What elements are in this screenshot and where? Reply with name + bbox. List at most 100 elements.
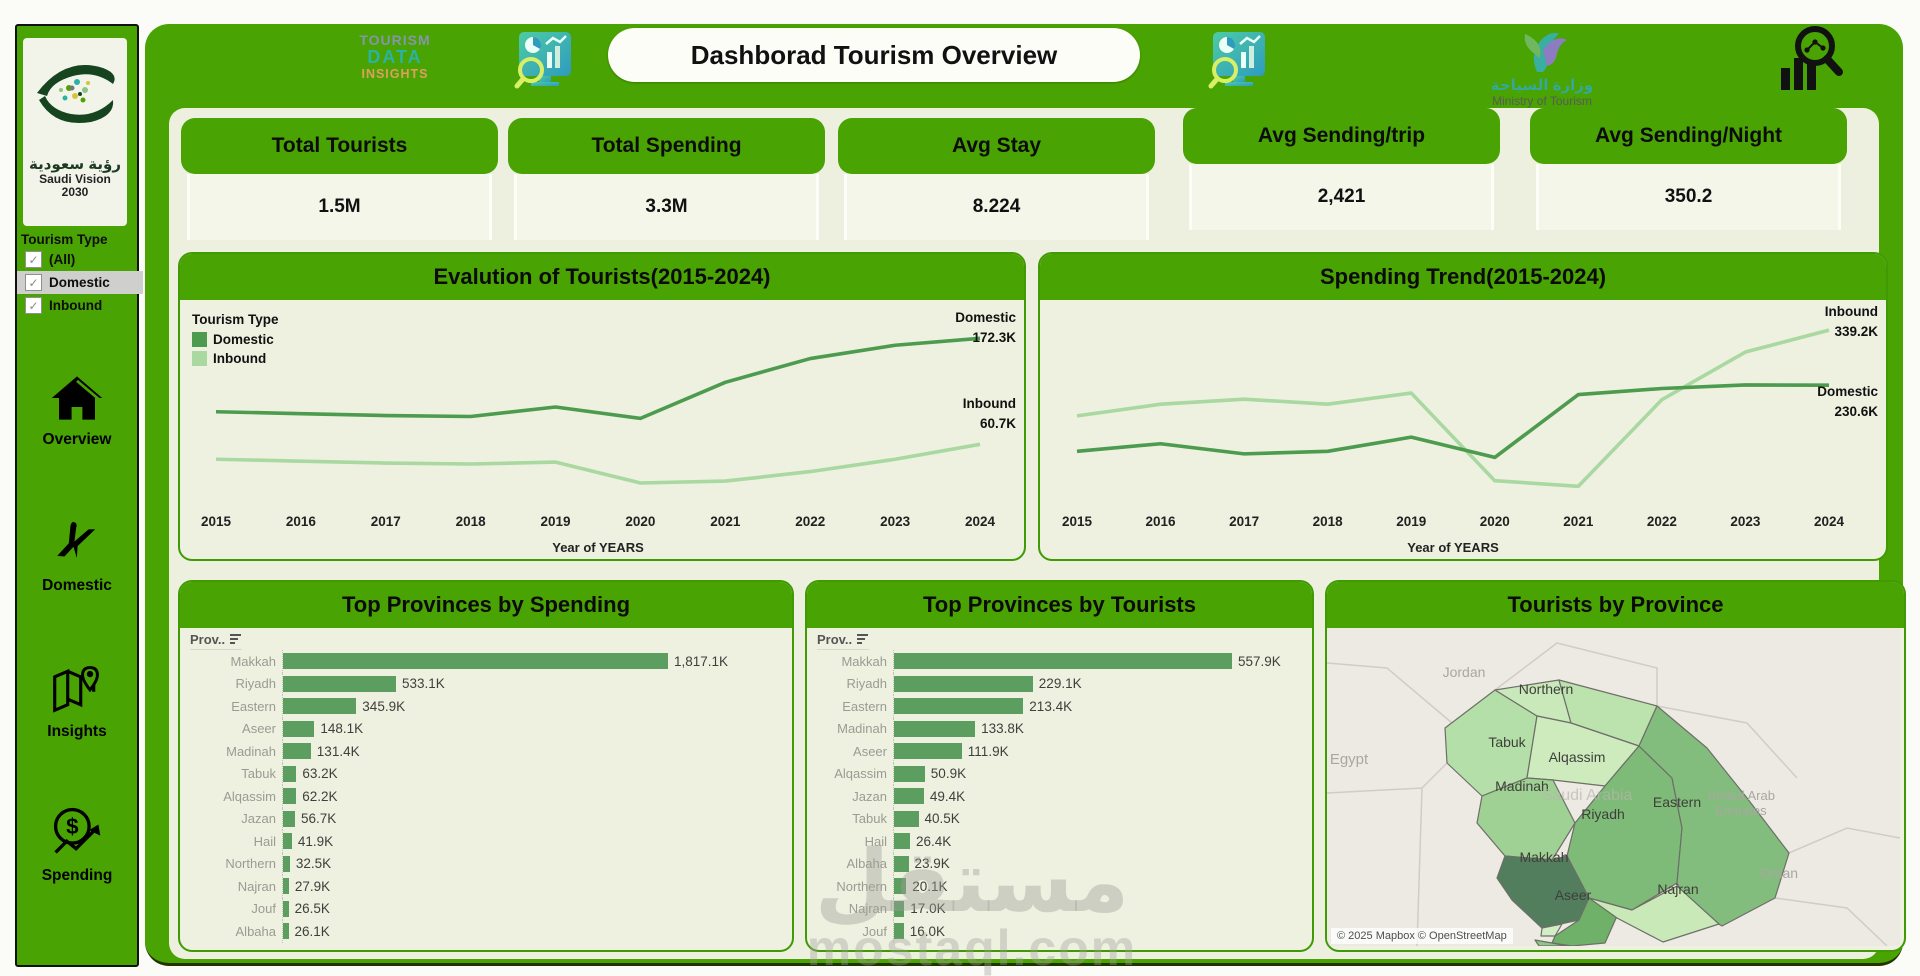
analytics-search-icon (1781, 26, 1843, 90)
kpi-title: Avg Stay (951, 134, 1042, 157)
legend-label[interactable]: Domestic (213, 332, 274, 347)
bar-row-eastern: Eastern 213.4K (807, 695, 1312, 718)
bar[interactable] (283, 765, 297, 782)
vision-arabic-text: رؤية سعودية (29, 156, 121, 173)
svg-text:$: $ (66, 814, 79, 839)
bar-value-label: 533.1K (402, 676, 445, 692)
sidebar-item-insights[interactable]: Insights (17, 662, 137, 741)
bar[interactable] (283, 878, 289, 895)
province-jazan[interactable] (1534, 939, 1568, 946)
bar-category-label: Riyadh (846, 676, 887, 692)
bar[interactable] (283, 833, 292, 850)
bar[interactable] (894, 675, 1033, 692)
bar-value-label: 23.9K (914, 856, 950, 872)
checkbox-icon[interactable]: ✓ (25, 274, 42, 291)
bar[interactable] (283, 788, 297, 805)
bar[interactable] (894, 743, 962, 760)
bar-value-label: 26.5K (294, 901, 330, 917)
tourism-data-insights-logo: TOURISM DATA INSIGHTS (359, 32, 431, 81)
bar[interactable] (283, 675, 396, 692)
bar[interactable] (894, 878, 907, 895)
bar[interactable] (283, 743, 311, 760)
tourism-type-filter-title: Tourism Type (21, 232, 108, 247)
sidebar-item-spending[interactable]: $ Spending (17, 804, 137, 885)
year-tick: 2016 (286, 514, 317, 529)
bar-category-label: Tabuk (852, 811, 887, 827)
kpi-value: 1.5M (318, 196, 361, 217)
province-column-header[interactable]: Prov.. (190, 632, 243, 650)
bar[interactable] (894, 698, 1024, 715)
bar[interactable] (894, 653, 1232, 670)
bar-category-label: Jazan (241, 811, 276, 827)
context-label-saudi-arabia: Saudi Arabia (1542, 787, 1633, 804)
bar-row-eastern: Eastern 345.9K (180, 695, 792, 718)
year-tick: 2018 (456, 514, 487, 529)
series-end-label: Domestic (955, 310, 1016, 325)
year-tick: 2023 (880, 514, 911, 529)
sort-descending-icon[interactable] (857, 634, 869, 645)
filter-checkbox-all[interactable]: ✓ (All) (17, 248, 137, 271)
axis-line (282, 785, 283, 808)
dollar-trend-icon: $ (17, 804, 137, 863)
bar-value-label: 17.0K (910, 901, 946, 917)
bar[interactable] (283, 900, 289, 917)
bar[interactable] (283, 653, 668, 670)
bar[interactable] (283, 923, 289, 940)
bar[interactable] (283, 855, 290, 872)
bar-category-label: Alqassim (834, 766, 887, 782)
filter-checkbox-inbound[interactable]: ✓ Inbound (17, 294, 137, 317)
bar[interactable] (894, 900, 905, 917)
sort-descending-icon[interactable] (230, 634, 242, 645)
axis-line (282, 695, 283, 718)
map-attribution: © 2025 Mapbox © OpenStreetMap (1331, 928, 1513, 944)
axis-line (282, 830, 283, 853)
axis-line (282, 717, 283, 740)
year-tick: 2021 (710, 514, 741, 529)
province-eastern[interactable] (1638, 705, 1790, 927)
spending-bar-list: Makkah 1,817.1K Riyadh 533.1K Eastern 345.9K A… (180, 650, 792, 943)
province-madinah[interactable] (1476, 777, 1576, 861)
bar-row-jouf: Jouf 26.5K (180, 897, 792, 920)
axis-line (893, 717, 894, 740)
bar[interactable] (894, 810, 919, 827)
kpi-avg-stay: Avg Stay 8.224 (838, 118, 1155, 240)
bar[interactable] (894, 855, 909, 872)
bar-row-riyadh: Riyadh 229.1K (807, 672, 1312, 695)
axis-line (893, 852, 894, 875)
vision-english-text: Saudi Vision 2030 (39, 172, 111, 199)
year-tick: 2018 (1313, 514, 1344, 529)
bar[interactable] (894, 788, 924, 805)
sidebar-item-domestic[interactable]: Domestic (17, 516, 137, 595)
province-label-aseer: Aseer (1555, 887, 1592, 903)
line-series-inbound[interactable] (215, 442, 981, 485)
saudi-province-map[interactable]: Makkah Riyadh Eastern Aseer Madinah Tabuk Nort… (1327, 628, 1900, 946)
sidebar-item-overview[interactable]: Overview (17, 374, 137, 449)
province-najran[interactable] (1588, 885, 1720, 943)
axis-line (282, 650, 283, 673)
axis-line (282, 897, 283, 920)
legend-swatch-domestic[interactable] (192, 332, 207, 347)
filter-checkbox-domestic[interactable]: ✓ Domestic (17, 271, 143, 294)
province-column-header[interactable]: Prov.. (817, 632, 870, 650)
bar-value-label: 111.9K (967, 743, 1009, 759)
bar-category-label: Riyadh (235, 676, 276, 692)
bar-row-northern: Northern 20.1K (807, 875, 1312, 898)
line-series-domestic[interactable] (1076, 383, 1830, 460)
kpi-total-tourists: Total Tourists 1.5M (181, 118, 498, 240)
axis-line (893, 897, 894, 920)
bar[interactable] (283, 720, 315, 737)
legend-swatch-inbound[interactable] (192, 351, 207, 366)
bar[interactable] (894, 923, 904, 940)
line-series-inbound[interactable] (1076, 328, 1830, 489)
bar[interactable] (283, 698, 357, 715)
bar[interactable] (894, 720, 976, 737)
bar-row-makkah: Makkah 1,817.1K (180, 650, 792, 673)
checkbox-icon[interactable]: ✓ (25, 297, 42, 314)
axis-line (282, 875, 283, 898)
bar[interactable] (894, 765, 925, 782)
line-series-domestic[interactable] (215, 336, 981, 421)
legend-label[interactable]: Inbound (213, 351, 267, 366)
bar[interactable] (283, 810, 295, 827)
bar[interactable] (894, 833, 910, 850)
checkbox-icon[interactable]: ✓ (25, 251, 42, 268)
